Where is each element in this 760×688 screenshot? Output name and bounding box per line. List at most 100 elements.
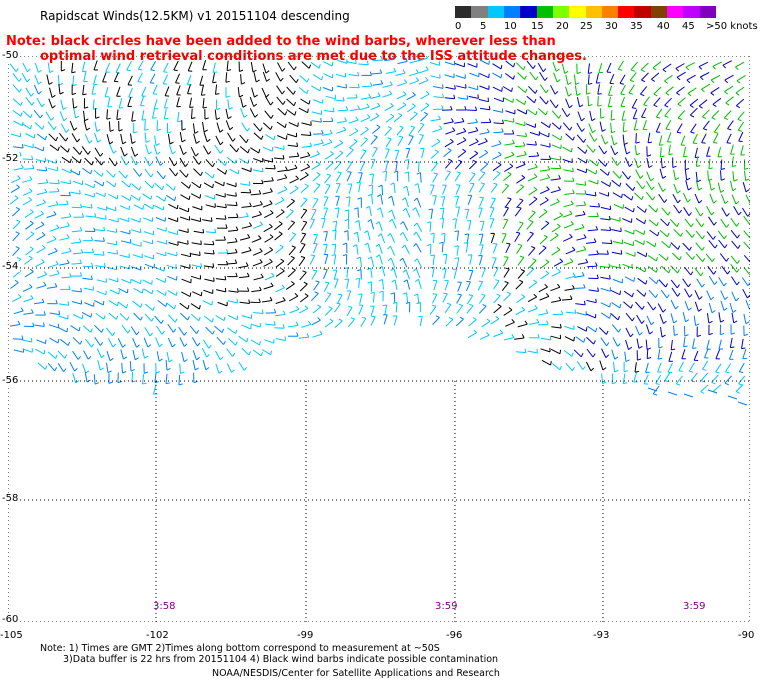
wind-barb bbox=[131, 242, 142, 247]
wind-barb bbox=[408, 135, 414, 146]
wind-barb bbox=[551, 363, 562, 371]
wind-barb bbox=[299, 270, 307, 281]
wind-barb bbox=[515, 62, 526, 71]
wind-barb bbox=[311, 110, 323, 115]
wind-barb bbox=[469, 72, 480, 78]
wind-barb bbox=[12, 219, 21, 230]
wind-barb bbox=[193, 372, 198, 384]
wind-barb bbox=[215, 363, 223, 374]
wind-barb bbox=[310, 291, 319, 302]
wind-barb bbox=[263, 176, 274, 183]
wind-barb bbox=[288, 121, 299, 127]
wind-barb bbox=[515, 98, 527, 106]
wind-barb bbox=[181, 278, 192, 284]
wind-barb bbox=[623, 193, 634, 201]
wind-barb bbox=[121, 324, 131, 334]
wind-barb bbox=[719, 253, 730, 262]
wind-barb bbox=[190, 146, 199, 157]
wind-barb bbox=[273, 154, 285, 160]
wind-barb bbox=[551, 246, 561, 256]
wind-barb bbox=[72, 350, 81, 360]
wind-barb bbox=[191, 181, 202, 189]
wind-barb bbox=[95, 108, 100, 119]
wind-barb bbox=[241, 314, 253, 319]
wind-barb bbox=[61, 247, 72, 255]
contamination-note: Note: black circles have been added to t… bbox=[6, 34, 587, 64]
wind-barb bbox=[156, 251, 167, 257]
wind-barb bbox=[481, 318, 491, 328]
wind-barb bbox=[215, 193, 226, 198]
legend-swatch-10 bbox=[618, 6, 635, 18]
wind-barb bbox=[395, 69, 406, 76]
wind-barb bbox=[397, 102, 407, 111]
wind-barb bbox=[141, 86, 147, 97]
wind-barb bbox=[385, 113, 395, 123]
wind-barb bbox=[493, 128, 504, 134]
wind-barb bbox=[611, 301, 622, 309]
wind-barb-edge-3 bbox=[707, 389, 718, 394]
wind-barb bbox=[285, 280, 295, 290]
wind-barb bbox=[130, 155, 139, 166]
wind-barb bbox=[322, 129, 333, 136]
legend-swatch-11 bbox=[634, 6, 651, 18]
wind-barb bbox=[71, 300, 83, 305]
wind-barb bbox=[253, 273, 264, 281]
wind-barb bbox=[468, 172, 476, 183]
wind-barb bbox=[551, 223, 561, 233]
wind-barb bbox=[670, 265, 680, 274]
wind-barb bbox=[433, 105, 444, 110]
wind-barb bbox=[412, 207, 421, 217]
wind-barb bbox=[685, 251, 695, 260]
wind-barb bbox=[264, 234, 274, 243]
wind-barb bbox=[22, 188, 33, 196]
wind-barb bbox=[346, 147, 354, 158]
wind-barb bbox=[492, 243, 498, 254]
wind-barb bbox=[311, 269, 318, 280]
wind-barb bbox=[576, 134, 587, 143]
wind-barb bbox=[655, 108, 663, 119]
wind-barb bbox=[576, 234, 587, 241]
wind-barb bbox=[61, 156, 72, 164]
wind-barb bbox=[143, 337, 152, 348]
wind-barb bbox=[467, 194, 473, 205]
wind-barb bbox=[96, 348, 105, 359]
wind-barb bbox=[525, 123, 536, 128]
wind-barb bbox=[490, 197, 496, 208]
wind-barb bbox=[321, 218, 326, 229]
wind-barb bbox=[659, 168, 667, 179]
wind-barb bbox=[454, 117, 465, 124]
wind-barb bbox=[144, 263, 155, 269]
wind-barb bbox=[22, 337, 33, 343]
wind-barb bbox=[479, 85, 490, 90]
wind-barb bbox=[301, 142, 313, 148]
wind-barb bbox=[377, 233, 386, 244]
wind-barb bbox=[289, 74, 299, 84]
wind-barb bbox=[72, 249, 84, 255]
wind-barb bbox=[143, 230, 155, 236]
wind-barb bbox=[553, 212, 563, 221]
wind-barb bbox=[685, 180, 692, 191]
wind-barb bbox=[622, 218, 633, 223]
wind-barb bbox=[34, 322, 45, 327]
wind-barb bbox=[360, 161, 366, 172]
wind-barb bbox=[94, 324, 104, 333]
wind-barb bbox=[664, 371, 671, 383]
lat-label-54: -54 bbox=[0, 261, 21, 272]
wind-barb bbox=[659, 314, 667, 324]
wind-barb bbox=[96, 215, 107, 220]
wind-barb bbox=[695, 156, 701, 167]
wind-barb bbox=[156, 325, 165, 335]
wind-barb bbox=[586, 191, 597, 197]
wind-barb bbox=[357, 197, 362, 208]
wind-barb bbox=[360, 149, 367, 160]
wind-barb bbox=[515, 348, 527, 354]
wind-barb bbox=[118, 170, 128, 179]
wind-barb bbox=[156, 120, 161, 131]
wind-barb bbox=[240, 181, 251, 186]
wind-barb bbox=[688, 362, 695, 373]
wind-barb bbox=[358, 60, 369, 66]
wind-barb bbox=[154, 372, 159, 384]
wind-barb bbox=[539, 293, 550, 301]
wind-barb bbox=[71, 226, 83, 233]
wind-barb bbox=[132, 349, 139, 361]
